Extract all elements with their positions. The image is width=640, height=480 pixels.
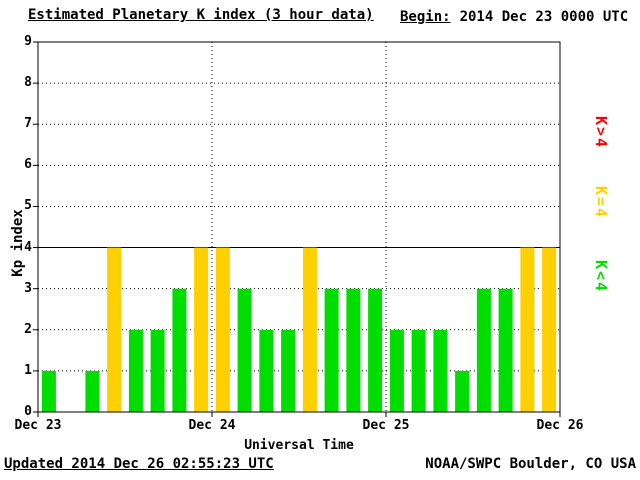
kp-bar [172,288,187,412]
kp-bar [346,288,361,412]
x-tick-label: Dec 24 [188,418,236,433]
chart-title: Estimated Planetary K index (3 hour data… [28,7,374,23]
kp-bar [498,288,513,412]
kp-bar [281,329,296,412]
y-tick-label: 4 [24,239,32,255]
begin-label: Begin: [400,9,451,25]
kp-bar [237,288,252,412]
plot-frame [37,41,561,413]
kp-bar [107,247,122,412]
kp-bar [368,288,383,412]
legend-k-equal-4: K=4 [592,186,610,220]
x-tick-label: Dec 25 [362,418,410,433]
y-tick-label: 1 [24,362,32,378]
x-axis-title: Universal Time [244,438,354,453]
x-tick-label: Dec 26 [536,418,584,433]
kp-bar [150,329,165,412]
y-tick-label: 3 [24,280,32,296]
y-tick-label: 8 [24,75,32,91]
legend-k-above-4: K>4 [592,116,610,150]
kp-bar [215,247,230,412]
kp-bar [41,370,56,412]
y-tick-label: 2 [24,321,32,337]
kp-bar [411,329,426,412]
kp-bar [389,329,404,412]
source-attribution: NOAA/SWPC Boulder, CO USA [425,456,636,472]
y-tick-label: 5 [24,198,32,214]
begin-value: 2014 Dec 23 0000 UTC [459,9,629,25]
kp-bar [476,288,491,412]
x-tick-label: Dec 23 [14,418,62,433]
kp-bar [455,370,470,412]
kp-bar [433,329,448,412]
updated-timestamp: Updated 2014 Dec 26 02:55:23 UTC [4,456,274,472]
kp-bar [542,247,557,412]
legend-k-below-4: K<4 [592,260,610,294]
kp-bar [259,329,274,412]
kp-bar [194,247,209,412]
kp-bar [302,247,317,412]
begin-time: Begin: 2014 Dec 23 0000 UTC [400,9,628,25]
kp-bar [520,247,535,412]
y-tick-label: 0 [24,404,32,419]
kp-bar [128,329,143,412]
y-tick-label: 7 [24,116,32,132]
y-tick-label: 6 [24,157,32,173]
kp-bar [324,288,339,412]
kp-bar [85,370,100,412]
y-tick-label: 9 [24,34,32,49]
